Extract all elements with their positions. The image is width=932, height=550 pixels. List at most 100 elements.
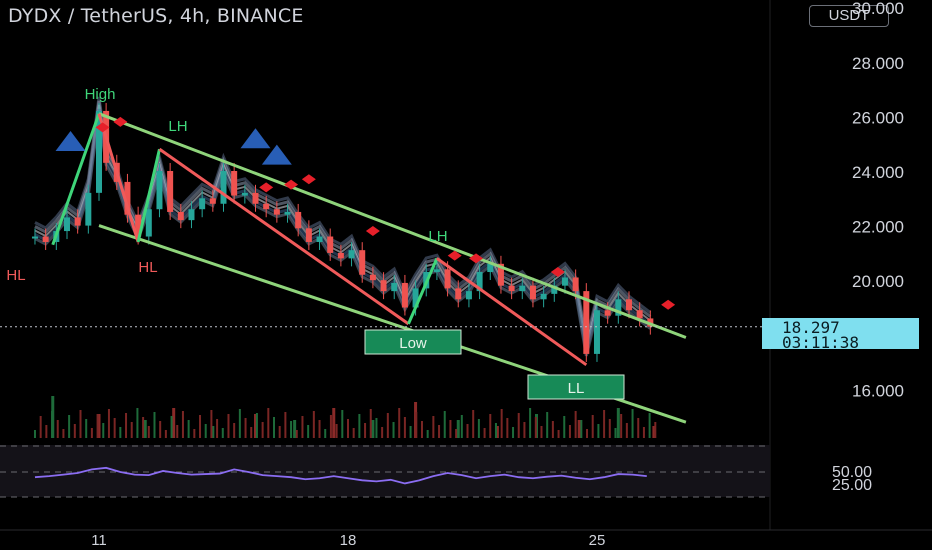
pivot-label: HL <box>138 259 157 276</box>
volume-bar <box>96 414 99 438</box>
volume-bar <box>386 413 389 438</box>
volume-bar <box>193 429 196 438</box>
volume-bar <box>102 423 105 438</box>
volume-bar <box>199 415 202 438</box>
volume-bar <box>614 428 617 438</box>
candle-body <box>444 269 451 289</box>
volume-bar <box>637 418 640 438</box>
volume-bar <box>574 411 577 438</box>
x-tick-label: 11 <box>91 532 107 549</box>
volume-bar <box>329 415 332 438</box>
chart-title: DYDX / TetherUS, 4h, BINANCE <box>8 5 304 27</box>
volume-bar <box>227 414 230 438</box>
volume-bar <box>33 430 36 438</box>
candle-body <box>380 280 387 292</box>
y-tick-label: 16.000 <box>852 381 904 400</box>
diamond-marker <box>550 267 565 278</box>
volume-bar <box>136 408 139 438</box>
volume-bar <box>477 419 480 438</box>
diamond-marker <box>113 116 128 127</box>
candle-body <box>465 291 472 300</box>
candle-body <box>529 285 536 300</box>
volume-bar <box>352 428 355 438</box>
volume-bar <box>324 429 327 438</box>
volume-bar <box>211 426 215 438</box>
volume-bar <box>261 422 264 438</box>
volume-bar <box>620 414 623 438</box>
volume-bar <box>216 419 219 438</box>
volume-bar <box>346 419 349 438</box>
volume-bar <box>512 427 515 438</box>
volume-bar <box>301 416 304 438</box>
rsi-tick-label: 50.00 <box>832 464 872 481</box>
rsi-line <box>34 466 647 485</box>
candle-body <box>551 285 558 294</box>
volume-bar <box>119 427 122 438</box>
rsi-tick-label: 25.00 <box>832 477 872 494</box>
volume-bar <box>73 424 76 438</box>
volume-bar <box>318 420 321 438</box>
volume-bar <box>62 429 65 438</box>
annotation-low-text: Low <box>399 335 427 352</box>
volume-bar <box>293 420 297 438</box>
channel-upper-line <box>98 112 687 339</box>
volume-bar <box>172 408 176 438</box>
volume-bar <box>455 429 458 438</box>
candle-body <box>572 277 579 292</box>
candle-body <box>561 277 568 286</box>
candle-body <box>284 211 291 215</box>
y-tick-label: 28.000 <box>852 54 904 73</box>
volume-bar <box>358 414 361 438</box>
volume-bar <box>204 424 207 438</box>
volume-bar <box>85 419 88 438</box>
volume-bar <box>364 423 367 438</box>
candle-body <box>31 236 38 239</box>
volume-bar <box>369 409 372 438</box>
zigzag-segment <box>136 148 161 243</box>
volume-bar <box>534 417 537 438</box>
diamond-marker <box>95 122 110 133</box>
candle-body <box>145 209 152 237</box>
currency-button[interactable]: USDT <box>809 5 889 27</box>
candle-body <box>412 288 419 308</box>
volume-bar <box>107 409 110 438</box>
candle-body <box>583 291 590 354</box>
volume-bar <box>577 420 581 438</box>
candle-body <box>199 198 206 210</box>
volume-bar <box>652 426 656 438</box>
candle-body <box>252 192 259 204</box>
pivot-label: LH <box>428 228 447 245</box>
volume-bar <box>221 428 224 438</box>
volume-bar <box>403 417 406 438</box>
diamond-marker <box>447 250 462 261</box>
volume-bar <box>546 412 549 438</box>
volume-bar <box>500 409 503 438</box>
zigzag-segment <box>158 147 410 326</box>
time-axis-strip <box>0 530 932 550</box>
candle-body <box>625 299 632 311</box>
candle-body <box>96 110 102 193</box>
candle-body <box>74 217 81 226</box>
triangle-marker <box>240 128 271 149</box>
pivot-label: High <box>85 86 116 103</box>
volume-bar <box>432 416 435 438</box>
candle-body <box>188 209 195 221</box>
volume-bar <box>603 410 606 438</box>
volume-bar <box>233 423 236 438</box>
volume-bar <box>483 428 486 438</box>
volume-bar <box>267 408 270 438</box>
diamond-marker <box>365 226 380 237</box>
volume-bar <box>250 427 253 438</box>
volume-bar <box>466 424 469 438</box>
volume-bar <box>551 421 554 438</box>
volume-bar <box>438 425 441 438</box>
pivot-label: LH <box>168 118 187 135</box>
candle-body <box>401 282 408 308</box>
candle-body <box>593 310 600 354</box>
ma-ribbon-line <box>34 96 652 341</box>
candle-body <box>305 228 312 242</box>
volume-bar <box>586 429 589 438</box>
volume-bar <box>307 425 310 438</box>
volume-bar <box>449 420 452 438</box>
